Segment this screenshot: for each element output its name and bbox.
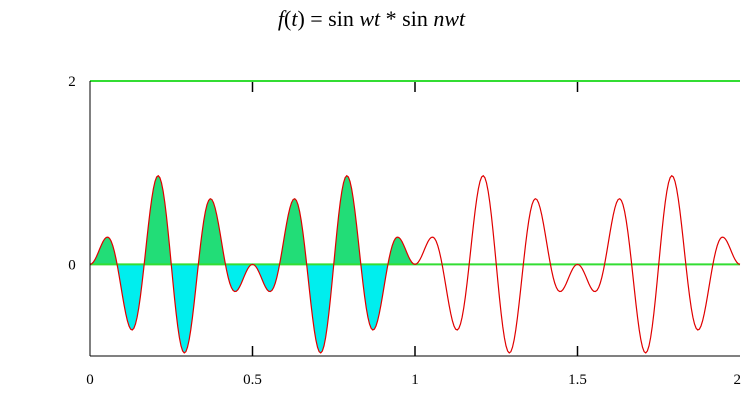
tick-labels: 0 0.5 1 1.5 2 2 0 [68, 74, 741, 388]
title-open: ( [283, 6, 292, 31]
positive-lobe-fill-2 [144, 175, 172, 265]
chart-title: f(t) = sin wt * sin nwt [0, 6, 743, 32]
negative-lobe-fill-5 [225, 264, 253, 292]
title-close: ) [297, 6, 305, 31]
negative-lobe-fill-3 [171, 264, 199, 353]
x-tick-label-3: 1.5 [568, 372, 587, 388]
negative-lobe-fill-8 [306, 264, 334, 353]
title-f: f [277, 6, 284, 31]
title-nwt: nwt [433, 6, 466, 31]
title-eq: = sin [304, 6, 360, 31]
positive-lobe-fill-11 [387, 237, 415, 265]
y-tick-label-1: 0 [68, 257, 76, 273]
tick-marks [251, 82, 579, 356]
y-tick-label-0: 2 [68, 74, 76, 90]
x-tick-label-0: 0 [86, 372, 94, 388]
title-wt: wt [359, 6, 381, 31]
reference-lines [90, 80, 740, 266]
x-tick-label-2: 1 [411, 372, 419, 388]
title-t: t [291, 6, 298, 31]
area-fills [90, 175, 415, 353]
title-mid: * sin [380, 6, 434, 31]
series-line [89, 174, 741, 354]
positive-lobe-fill-0 [90, 237, 118, 265]
x-tick-label-1: 0.5 [243, 372, 262, 388]
x-tick-label-4: 2 [734, 372, 742, 388]
negative-lobe-fill-6 [252, 264, 280, 292]
positive-lobe-fill-9 [333, 175, 361, 265]
